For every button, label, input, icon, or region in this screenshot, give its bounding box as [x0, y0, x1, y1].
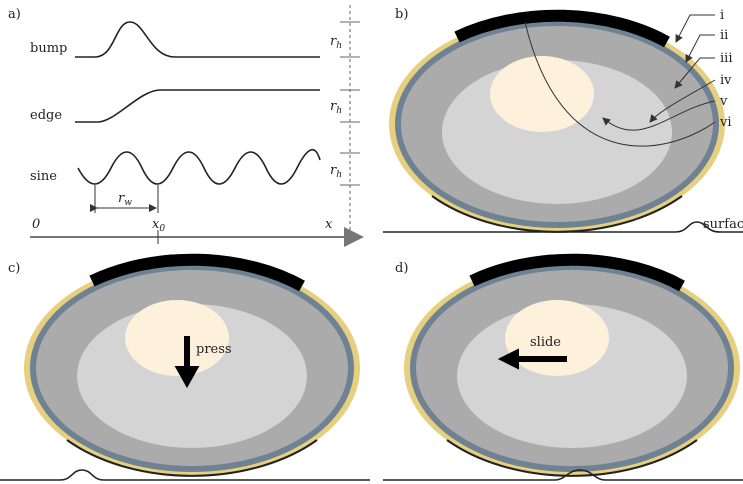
width-label: rw	[118, 191, 132, 208]
surface-line	[383, 469, 743, 481]
layer-label: i	[720, 8, 724, 23]
bump-profile	[75, 21, 320, 58]
layer-label: vi	[719, 115, 732, 130]
width-marker	[90, 185, 159, 213]
leader-lines	[524, 14, 716, 147]
marker-label: x0	[152, 217, 165, 234]
slide-arrow	[497, 348, 567, 370]
profile-name: edge	[30, 108, 62, 123]
action-label: slide	[530, 335, 561, 350]
disk	[389, 16, 725, 232]
edge-profile	[75, 89, 320, 123]
height-label: rh	[330, 34, 342, 51]
surface-line	[0, 469, 370, 481]
panel-label: b)	[395, 7, 408, 22]
axis-end-label: x	[325, 217, 333, 232]
press-arrow	[174, 336, 200, 389]
surface-label: surface	[703, 217, 743, 232]
panel-d: d) slide	[383, 260, 743, 480]
panel-label: c)	[8, 261, 20, 276]
surface-line	[383, 221, 743, 233]
panel-c: c) press	[0, 260, 370, 480]
layer-label: v	[719, 94, 728, 109]
profile-name: bump	[30, 41, 67, 56]
height-markers	[340, 5, 360, 230]
layer-label: iii	[720, 51, 732, 66]
layer-label: ii	[720, 28, 728, 43]
action-label: press	[196, 342, 232, 357]
layer-label: iv	[720, 73, 732, 88]
disk	[404, 260, 740, 476]
panel-b: b) surface i ii iii iv v vi	[383, 7, 743, 232]
origin-label: 0	[32, 217, 40, 232]
panel-label: d)	[395, 261, 408, 276]
profile-name: sine	[30, 169, 57, 184]
sine-profile	[77, 149, 321, 185]
height-label: rh	[330, 99, 342, 116]
panel-a: a) bump edge sine rh rh rh rw 0 x0 x	[8, 5, 364, 247]
panel-label: a)	[8, 7, 21, 22]
height-label: rh	[330, 163, 342, 180]
